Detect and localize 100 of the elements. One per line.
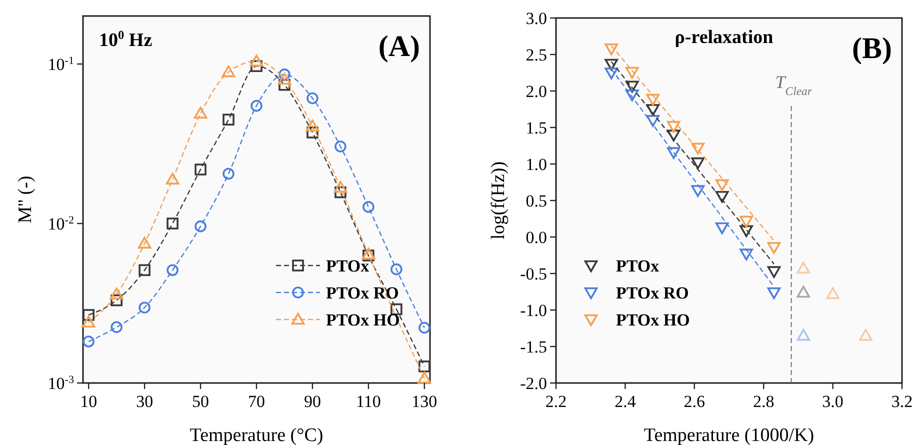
ref-line-label: T$_{Clear}$ (775, 72, 812, 98)
x-tick-label: 2.4 (614, 392, 636, 411)
x-tick-label: 2.2 (545, 392, 567, 411)
y-tick-label: -1.5 (520, 337, 547, 356)
y-tick-label: -0.5 (520, 264, 547, 284)
point (646, 115, 660, 127)
legend-label: PTOx (616, 256, 660, 276)
point (250, 100, 262, 112)
y-tick-label: 10$^{-2}$ (48, 214, 74, 234)
x-tick-label: 130 (412, 392, 438, 411)
point (110, 294, 122, 306)
point (166, 264, 178, 276)
x-tick-label: 50 (192, 392, 210, 411)
point (166, 218, 178, 230)
point (138, 236, 152, 249)
point (306, 92, 318, 104)
point (625, 80, 639, 93)
point (796, 328, 810, 341)
x-tick-label: 2.6 (684, 392, 706, 411)
point (194, 164, 206, 176)
point (715, 190, 729, 203)
point (767, 242, 781, 254)
point (826, 287, 840, 300)
y-tick-label: 2.0 (526, 82, 547, 101)
y-tick-label: 10$^{-1}$ (48, 54, 74, 74)
legend-label: PTOx RO (616, 283, 689, 302)
y-tick-label: 10$^{-3}$ (48, 374, 74, 393)
point (604, 68, 618, 80)
point (418, 372, 432, 384)
y-tick-label: 0.5 (526, 191, 547, 210)
point (278, 78, 290, 91)
y-tick-label: 2.5 (526, 45, 547, 64)
point (278, 72, 292, 85)
legend-label: PTOx HO (326, 310, 400, 330)
point (278, 68, 290, 80)
annotation: 10$^{0}$ Hz (99, 28, 153, 51)
point (222, 168, 234, 180)
point (796, 262, 810, 274)
x-tick-label: 10 (80, 392, 98, 411)
annotation: (A) (378, 30, 420, 63)
legend-label: PTOx (326, 256, 370, 276)
x-tick-label: 30 (136, 392, 154, 411)
point (334, 186, 346, 198)
legend-label: PTOx RO (326, 283, 399, 302)
point (250, 54, 264, 66)
point (306, 126, 318, 138)
point (334, 180, 348, 193)
point (625, 66, 639, 79)
point (418, 322, 430, 334)
point (691, 142, 705, 155)
point (82, 316, 96, 328)
legend-label: PTOx HO (616, 310, 690, 330)
point (691, 157, 705, 170)
point (666, 147, 680, 159)
point (859, 328, 872, 341)
y-tick-label: 1.5 (526, 118, 547, 138)
point (110, 288, 124, 300)
point (666, 130, 680, 142)
x-tick-label: 90 (304, 392, 321, 411)
point (138, 302, 150, 314)
x-tick-label: 3.0 (822, 392, 844, 411)
point (306, 120, 320, 132)
annotation: (B) (852, 32, 892, 65)
point (362, 201, 374, 213)
y-tick-label: 0.0 (526, 228, 547, 247)
y-axis-title: log(f(Hz)) (488, 161, 509, 240)
point (666, 120, 680, 133)
point (110, 321, 122, 334)
y-tick-label: -1.0 (520, 300, 547, 320)
point (691, 185, 705, 197)
point (418, 360, 430, 372)
point (222, 114, 234, 126)
y-tick-label: 3.0 (526, 8, 547, 28)
point (646, 104, 660, 116)
point (82, 309, 94, 321)
y-tick-label: 1.0 (526, 154, 547, 174)
x-tick-label: 70 (248, 392, 265, 411)
point (740, 216, 753, 228)
y-axis-title: M'' (-) (15, 176, 36, 224)
point (138, 264, 150, 276)
x-axis-title: Temperature (1000/K) (644, 425, 814, 445)
point (194, 220, 206, 232)
point (82, 336, 94, 348)
point (604, 44, 618, 56)
point (334, 140, 346, 152)
point (740, 225, 753, 238)
point (646, 94, 660, 106)
y-tick-label: -2.0 (520, 374, 547, 393)
point (166, 172, 180, 185)
x-axis-title: Temperature (°C) (190, 425, 324, 445)
point (625, 90, 639, 102)
point (767, 266, 781, 278)
point (740, 248, 753, 260)
point (796, 286, 810, 298)
point (715, 222, 729, 234)
point (390, 263, 402, 276)
point (222, 65, 236, 78)
x-tick-label: 2.8 (752, 392, 774, 411)
point (250, 60, 262, 72)
point (390, 303, 402, 316)
